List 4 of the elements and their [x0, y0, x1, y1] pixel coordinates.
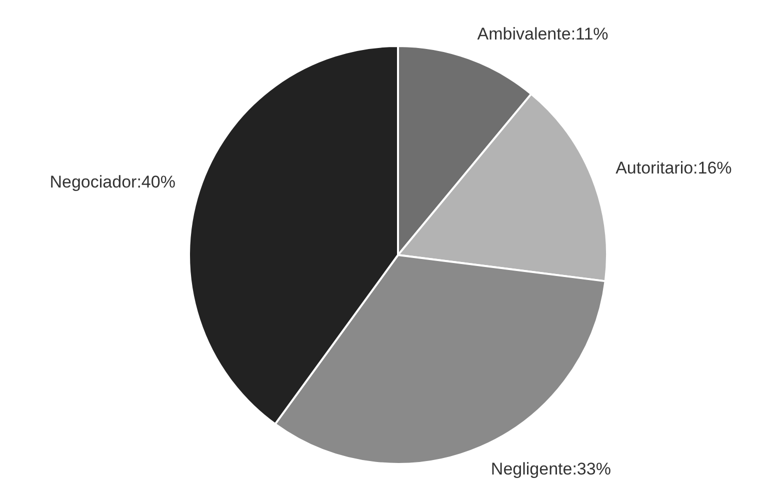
slice-label: Negligente:33%	[490, 459, 611, 478]
slice-label: Autoritario:16%	[616, 158, 732, 178]
slice-label: Ambivalente:11%	[477, 24, 608, 44]
slice-label: Negociador:40%	[50, 172, 176, 192]
